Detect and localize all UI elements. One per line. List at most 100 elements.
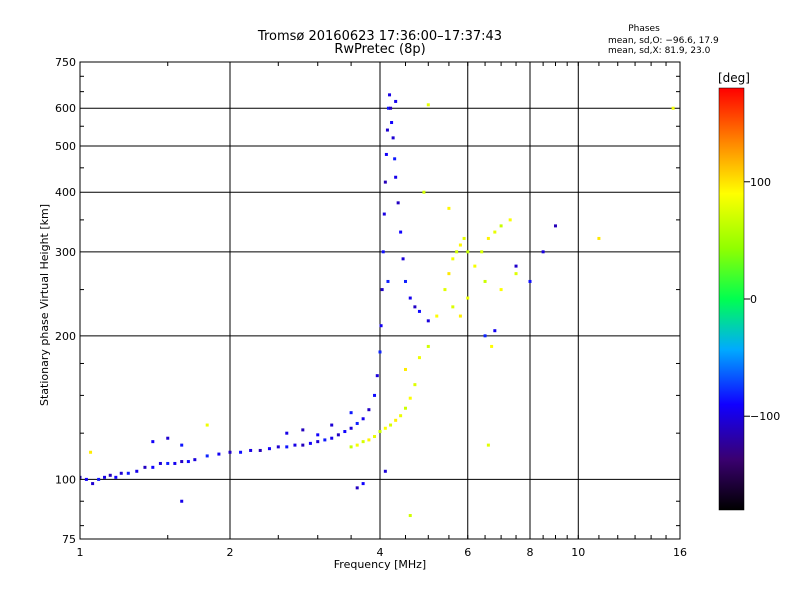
data-point-o <box>151 465 155 469</box>
data-point-o <box>355 421 359 425</box>
data-point-x <box>435 314 439 318</box>
data-point-o <box>361 417 365 421</box>
data-point-x <box>399 414 403 418</box>
data-point-x <box>367 438 371 442</box>
data-point-o <box>541 250 545 254</box>
data-point-o <box>108 473 112 477</box>
data-point-x <box>422 190 426 194</box>
data-point-o <box>103 475 107 479</box>
data-point-o <box>151 440 155 444</box>
data-point-x <box>394 418 398 422</box>
data-point-o <box>316 433 320 437</box>
data-point-o <box>301 428 305 432</box>
data-point-o <box>401 257 405 261</box>
data-point-o <box>258 448 262 452</box>
data-point-o <box>193 458 197 462</box>
x-tick-label: 4 <box>377 546 384 559</box>
data-point-o <box>388 93 392 97</box>
data-point-x <box>466 296 470 300</box>
data-point-o <box>396 201 400 205</box>
data-point-o <box>408 296 412 300</box>
chart-subtitle: RwPretec (8p) <box>334 42 425 57</box>
stats-header: Phases <box>628 24 660 34</box>
data-point-o <box>385 128 389 132</box>
y-tick-label: 200 <box>55 330 76 343</box>
data-point-o <box>114 475 118 479</box>
data-point-o <box>80 475 82 479</box>
data-point-o <box>378 350 382 354</box>
data-point-o <box>394 99 398 103</box>
data-point-x <box>499 288 503 292</box>
data-point-x <box>447 272 451 276</box>
data-point-o <box>143 465 147 469</box>
data-point-o <box>383 180 387 184</box>
data-point-o <box>393 157 397 161</box>
x-tick-label: 6 <box>464 546 471 559</box>
data-point-x <box>355 443 359 447</box>
data-point-x <box>486 443 490 447</box>
data-point-x <box>443 288 447 292</box>
y-tick-label: 300 <box>55 246 76 259</box>
data-point-o <box>417 309 421 313</box>
data-point-x <box>458 243 462 247</box>
chart-title: Tromsø 20160623 17:36:00–17:37:43 <box>257 29 502 44</box>
x-tick-label: 1 <box>77 546 84 559</box>
data-point-o <box>91 482 95 486</box>
x-tick-label: 8 <box>527 546 534 559</box>
grid-lines <box>79 61 681 540</box>
colorbar <box>718 87 745 511</box>
data-point-o <box>382 212 386 216</box>
data-point-x <box>486 236 490 240</box>
data-point-o <box>386 106 390 110</box>
data-point-o <box>381 250 385 254</box>
data-point-x <box>483 279 487 283</box>
data-point-o <box>186 460 190 464</box>
data-point-x <box>499 224 503 228</box>
data-point-o <box>323 438 327 442</box>
data-point-x <box>671 106 675 110</box>
data-point-o <box>135 469 139 473</box>
colorbar-tick-label: 0 <box>750 293 757 306</box>
data-point-o <box>285 445 289 449</box>
y-tick-label: 75 <box>62 533 76 546</box>
data-point-x <box>466 250 470 254</box>
data-point-o <box>158 461 162 465</box>
data-point-x <box>462 236 466 240</box>
data-point-o <box>391 136 395 140</box>
data-point-x <box>458 314 462 318</box>
data-point-o <box>217 452 221 456</box>
colorbar-title: [deg] <box>718 71 750 85</box>
data-points <box>80 93 675 518</box>
data-point-o <box>390 121 394 125</box>
y-tick-label: 100 <box>55 473 76 486</box>
data-point-x <box>451 257 455 261</box>
data-point-x <box>426 344 430 348</box>
data-point-o <box>349 426 353 430</box>
data-point-o <box>285 431 289 435</box>
data-point-o <box>389 106 393 110</box>
data-point-o <box>493 329 497 333</box>
data-point-o <box>330 423 334 427</box>
data-point-o <box>249 448 253 452</box>
data-point-o <box>330 436 334 440</box>
data-point-o <box>239 450 243 454</box>
y-tick-label: 600 <box>55 102 76 115</box>
data-point-o <box>119 471 123 475</box>
data-point-x <box>473 264 477 268</box>
data-point-x <box>403 406 407 410</box>
data-point-o <box>399 230 403 234</box>
data-point-o <box>316 440 320 444</box>
stats-line-x: mean, sd,X: 81.9, 23.0 <box>608 46 711 56</box>
data-point-o <box>380 288 384 292</box>
colorbar-tick-label: 100 <box>750 176 771 189</box>
data-point-x <box>205 423 209 427</box>
x-tick-label: 10 <box>571 546 585 559</box>
data-point-o <box>267 447 271 451</box>
data-point-x <box>403 367 407 371</box>
data-point-o <box>84 477 88 481</box>
data-point-o <box>483 334 487 338</box>
data-point-o <box>373 393 377 397</box>
data-point-x <box>455 250 459 254</box>
